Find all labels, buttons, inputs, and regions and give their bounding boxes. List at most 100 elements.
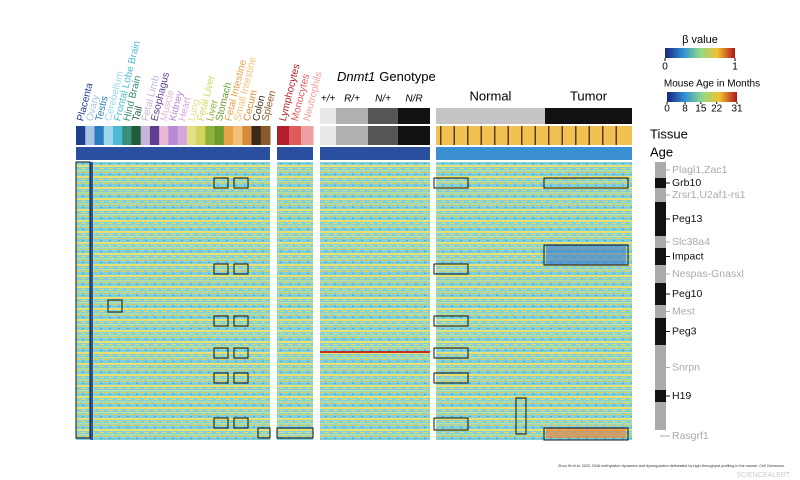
tick-label: 0 [664, 104, 670, 115]
tissue-label: Spleen [260, 89, 278, 122]
tick-label: 0 [662, 62, 668, 73]
tissue-swatch [242, 126, 253, 145]
colorbar [665, 48, 735, 58]
age-bar [277, 147, 313, 160]
tissue-swatch [131, 126, 142, 145]
tissue-swatch [177, 126, 188, 145]
tissue-stripe [575, 126, 577, 145]
row-label: Tissue [650, 126, 688, 141]
status-label: Normal [470, 88, 512, 103]
tissue-stripe [467, 126, 469, 145]
watermark: SCIENCEALERT [736, 472, 790, 479]
tissue-swatch [301, 126, 314, 145]
tissue-swatch [251, 126, 262, 145]
placenta-column [90, 162, 93, 440]
tissue-stripe [494, 126, 496, 145]
tick-label: 8 [682, 104, 688, 115]
tissue-swatch [149, 126, 160, 145]
tissue-swatch [159, 126, 169, 145]
genotype-label: R/+ [344, 94, 360, 105]
gene-label: Peg13 [672, 213, 703, 225]
tissue-bar [436, 126, 632, 145]
tissue-stripe [615, 126, 617, 145]
title-rest: Genotype [379, 69, 435, 84]
genotype-swatch [336, 126, 368, 145]
tissue-swatch [103, 126, 114, 145]
tissue-label: Liver [205, 98, 221, 122]
tick-label: 22 [711, 104, 723, 115]
tick-label: 1 [732, 62, 738, 73]
tissue-stripe [453, 126, 455, 145]
tissue-swatch [223, 126, 234, 145]
tissue-swatch [112, 126, 123, 145]
status-label: Tumor [570, 88, 608, 103]
tissue-swatch [140, 126, 151, 145]
tissue-label: Tail [131, 105, 145, 122]
genotype-label: +/+ [321, 94, 336, 105]
genotype-bar [320, 108, 336, 124]
age-bar [436, 147, 632, 160]
gene-label: Peg3 [672, 325, 697, 337]
colorbar [667, 92, 737, 102]
genotype-bar [336, 108, 368, 124]
tissue-stripe [588, 126, 590, 145]
gene-label: Zrsr1,U2af1-rs1 [672, 189, 746, 201]
genotype-label: N/R [405, 94, 422, 105]
impact-region [546, 245, 626, 265]
tissue-swatch [186, 126, 197, 145]
tissue-stripe [440, 126, 442, 145]
gene-label: Grb10 [672, 177, 701, 189]
tissue-swatch [277, 126, 290, 145]
tissue-swatch [260, 126, 271, 145]
citation: Zhou W et al. 2022. DNA methylation dyna… [558, 464, 785, 468]
gene-label: Mest [672, 305, 695, 317]
tick-label: 15 [695, 104, 707, 115]
genotype-label: N/+ [375, 94, 391, 105]
tissue-swatch [85, 126, 95, 145]
tissue-swatch [76, 126, 86, 145]
tissue-swatch [289, 126, 302, 145]
gene-label: Rasgrf1 [672, 430, 709, 442]
gene-label: Snrpn [672, 361, 700, 373]
tissue-swatch [94, 126, 105, 145]
gene-label: Impact [672, 250, 704, 262]
tissue-stripe [480, 126, 482, 145]
gene-label: Slc38a4 [672, 236, 710, 248]
legend-title: Mouse Age in Months [664, 79, 760, 90]
gene-label: H19 [672, 390, 691, 402]
highlight-boxes [75, 161, 629, 441]
tissue-swatch [196, 126, 206, 145]
tissue-swatch [233, 126, 243, 145]
age-bar [76, 147, 270, 160]
genotype-title: Dnmt1 Genotype [337, 69, 436, 84]
gene-segment [655, 402, 666, 430]
tissue-swatch [122, 126, 132, 145]
gene-label: Plagl1,Zac1 [672, 164, 728, 176]
row-label: Age [650, 144, 673, 159]
heatmap-tumor [436, 162, 632, 440]
rasgrf1-region [546, 428, 626, 438]
genotype-swatch [368, 126, 398, 145]
heatmap-tissues [76, 162, 270, 440]
tissue-stripe [521, 126, 523, 145]
tissue-stripe [534, 126, 536, 145]
genotype-swatch [320, 126, 336, 145]
heatmap-blood [277, 162, 313, 440]
genotype-swatch [398, 126, 430, 145]
tissue-swatch [205, 126, 216, 145]
hyper-row [320, 351, 430, 353]
tick-label: 31 [731, 104, 743, 115]
gene-name: Dnmt1 [337, 69, 375, 84]
legend-title: β value [682, 34, 718, 46]
age-bar [320, 147, 430, 160]
gene-label: Nespas-Gnasxl [672, 268, 744, 280]
status-bar [545, 108, 632, 124]
tissue-stripe [507, 126, 509, 145]
genotype-bar [398, 108, 430, 124]
heatmap-panels [75, 161, 632, 441]
tissue-swatch [168, 126, 179, 145]
tissue-label: Lung [186, 98, 202, 122]
tissue-stripe [561, 126, 563, 145]
heatmap-genotype [320, 162, 430, 440]
